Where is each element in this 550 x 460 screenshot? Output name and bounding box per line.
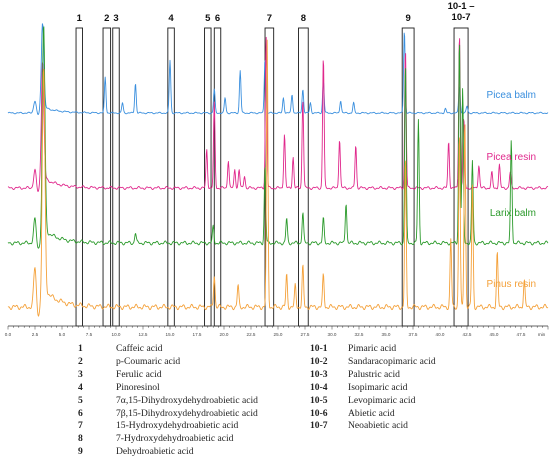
marker-window-1 [102,27,112,327]
x-axis: 0.0 2.5 5.0 7.5 10.0 12.5 15.0 17.5 20.0 22.5 25.0… [5,325,549,337]
legend-compound-name: 7-Hydroxydehydroabietic acid [116,433,234,445]
x-tick-label: 32.5 [355,332,364,337]
marker-window-label-0: 1 [77,13,83,24]
legend-number: 6 [78,407,83,419]
legend-compound-name: Neoabietic acid [348,420,408,432]
series-label-3: Pinus resin [487,279,536,290]
marker-window-2 [112,27,120,327]
x-tick-label: 20.0 [220,332,229,337]
marker-window-0 [75,27,83,327]
x-tick-label: 35.0 [382,332,391,337]
legend-number: 10-1 [310,343,328,354]
legend-number: 5 [78,394,83,406]
legend-number: 10-3 [310,368,328,380]
marker-window-label-3: 4 [168,13,174,24]
marker-window-label-8: 9 [405,13,410,24]
legend-compound-name: Pimaric acid [348,343,397,354]
legend-compound-name: Pinoresinol [116,381,160,393]
legend-compound-name: 15-Hydroxydehydroabietic acid [116,420,239,432]
legend-number: 10-2 [310,355,328,367]
x-tick-label: 2.5 [32,332,39,337]
trace-3 [7,39,549,317]
x-tick-label: 10.0 [112,332,121,337]
legend-number: 2 [78,355,83,367]
legend-compound-name: Abietic acid [348,407,395,419]
legend-number: 10-6 [310,407,328,419]
x-tick-label: 27.5 [301,332,310,337]
marker-window-label-9-1: 10-7 [452,12,471,23]
legend-compound-name: Caffeic acid [116,343,163,354]
x-tick-label: 22.5 [247,332,256,337]
series-label-1: Picea resin [487,152,536,163]
legend-number: 7 [78,420,83,432]
x-tick-label: 12.5 [139,332,148,337]
trace-0 [7,23,549,115]
legend-compound-name: 7α,15-Dihydroxydehydroabietic acid [116,394,258,406]
marker-window-label-6: 7 [267,13,272,24]
legend-compound-name: Dehydroabietic acid [116,446,194,458]
legend-compound-name: Isopimaric acid [348,381,408,393]
x-tick-label: 42.5 [463,332,472,337]
x-tick-label: 47.5 [517,332,526,337]
compound-legend: 1 Caffeic acid 2 p-Coumaric acid 3 Ferulic ac… [0,340,550,460]
x-axis-unit: min [538,332,546,337]
marker-window-label-4: 5 [205,13,211,24]
marker-window-label-7: 8 [301,13,306,24]
legend-compound-name: 7β,15-Dihydroxydehydroabietic acid [116,407,258,419]
x-tick-label: 17.5 [193,332,202,337]
legend-number: 1 [78,343,83,354]
series-label-2: Larix balm [490,208,536,219]
x-tick-label: 37.5 [409,332,418,337]
legend-compound-name: p-Coumaric acid [116,355,181,367]
legend-number: 9 [78,446,83,458]
marker-window-label-2: 3 [113,13,118,24]
legend-number: 10-7 [310,420,328,432]
marker-window-label-5: 6 [215,13,220,24]
x-tick-label: 45.0 [490,332,499,337]
x-tick-label: 5.0 [59,332,66,337]
trace-1 [7,36,549,192]
x-tick-label: 30.0 [328,332,337,337]
trace-2 [7,26,549,249]
legend-compound-name: Palustric acid [348,368,400,380]
legend-number: 3 [78,368,83,380]
legend-number: 4 [78,381,83,393]
marker-window-label-9-0: 10-1 – [448,1,475,12]
x-tick-label: 15.0 [166,332,175,337]
marker-window-5 [213,27,222,327]
marker-window-labels: 1 2 3 4 5 6 7 8 9 10-1 –10-7 [77,1,475,24]
legend-compound-name: Sandaracopimaric acid [348,355,436,367]
marker-windows [75,27,469,327]
legend-compound-name: Levopimaric acid [348,394,416,406]
legend-compound-name: Ferulic acid [116,368,162,380]
legend-number: 8 [78,433,83,445]
marker-window-label-1: 2 [104,13,109,24]
legend-number: 10-4 [310,381,328,393]
x-tick-label: 25.0 [274,332,283,337]
marker-window-3 [167,27,175,327]
series-label-0: Picea balm [487,90,536,101]
legend-number: 10-5 [310,394,328,406]
traces [7,23,549,317]
x-tick-label: 40.0 [436,332,445,337]
chromatogram-chart: 1 2 3 4 5 6 7 8 9 10-1 –10-7 Picea balm Picea resi… [5,1,549,337]
x-tick-label: 7.5 [86,332,93,337]
series-labels: Picea balm Picea resin Larix balm Pinus res… [487,90,536,290]
x-tick-label: 0.0 [5,332,12,337]
